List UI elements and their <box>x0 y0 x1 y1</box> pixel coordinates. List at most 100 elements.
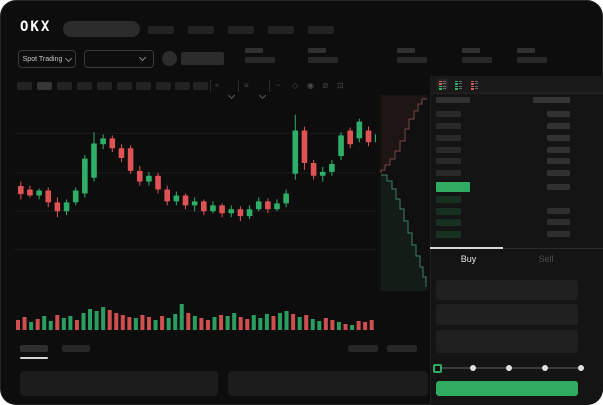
volume-bar <box>48 321 53 330</box>
slider-dot[interactable] <box>542 365 548 371</box>
chart-style-dropdown[interactable]: ≡ <box>244 81 249 90</box>
ask-row-amount[interactable] <box>547 170 570 176</box>
candle-body <box>310 162 317 176</box>
hide-drawings-icon[interactable]: ⊘ <box>322 81 329 90</box>
market-type-dropdown[interactable]: Spot Trading <box>18 50 76 68</box>
ask-row-amount[interactable] <box>547 123 570 129</box>
timeframe-chip[interactable] <box>37 82 52 90</box>
ask-row-price[interactable] <box>436 111 461 117</box>
ask-row-amount[interactable] <box>547 111 570 117</box>
candle-body <box>72 190 79 203</box>
candle-body <box>18 186 24 195</box>
volume-bar <box>160 316 165 330</box>
price-field[interactable] <box>436 280 578 300</box>
sell-tab[interactable]: Sell <box>538 254 554 264</box>
pair-dropdown[interactable] <box>84 50 154 68</box>
stripe-square <box>471 83 474 85</box>
timeframe-chip[interactable] <box>17 82 32 90</box>
bid-row-price[interactable] <box>436 196 461 203</box>
candle-body <box>210 205 216 212</box>
timeframe-chip[interactable] <box>57 82 72 90</box>
stripe-line <box>442 85 446 87</box>
volume-bar <box>192 316 197 330</box>
orderbook-view-bids-icon[interactable] <box>453 79 464 90</box>
candle-body <box>319 171 326 176</box>
bid-row-price[interactable] <box>436 219 461 226</box>
candle-body <box>155 175 161 190</box>
ask-row-price[interactable] <box>436 158 461 164</box>
slider-dot[interactable] <box>470 365 476 371</box>
bid-row-price[interactable] <box>436 208 461 215</box>
slider-dot[interactable] <box>506 365 512 371</box>
ask-row-price[interactable] <box>436 123 461 129</box>
toolbar-divider <box>238 80 239 92</box>
timeframe-chip[interactable] <box>97 82 112 90</box>
market-stat-value-placeholder <box>462 57 492 63</box>
indicators-icon[interactable]: ◇ <box>292 81 299 90</box>
ask-row-price[interactable] <box>436 147 461 153</box>
candlestick-chart[interactable] <box>14 95 376 292</box>
nav-item-placeholder[interactable] <box>228 26 254 34</box>
last-price-bar[interactable] <box>436 182 470 192</box>
stripe-line <box>458 83 462 85</box>
ask-row-amount[interactable] <box>547 147 570 153</box>
market-stat-label-placeholder <box>397 48 415 53</box>
volume-bar <box>153 320 158 330</box>
volume-bar <box>264 314 269 330</box>
ask-row-price[interactable] <box>436 170 461 176</box>
volume-pane[interactable] <box>14 299 376 332</box>
orderbook-header-amount <box>533 97 570 103</box>
nav-item-placeholder[interactable] <box>148 26 174 34</box>
timeframe-chip[interactable] <box>77 82 92 90</box>
nav-item-placeholder[interactable] <box>188 26 214 34</box>
volume-bar <box>238 317 243 330</box>
volume-bar <box>212 317 217 330</box>
timeframe-chip[interactable] <box>117 82 132 90</box>
order-entry-panel-left[interactable] <box>20 371 218 396</box>
timeframe-chip[interactable] <box>193 82 208 90</box>
interval-dropdown[interactable]: ≈ <box>215 81 220 90</box>
timeframe-chip[interactable] <box>136 82 151 90</box>
slider-dot[interactable] <box>578 365 584 371</box>
slider-handle[interactable] <box>433 364 442 373</box>
line-style-icon[interactable]: ~ <box>276 81 281 90</box>
volume-bar <box>88 309 93 330</box>
bottom-range-placeholder[interactable] <box>348 345 378 352</box>
candle-body <box>91 143 97 178</box>
chevron-down-icon[interactable] <box>227 85 236 103</box>
total-field[interactable] <box>436 330 578 353</box>
depth-chart[interactable] <box>378 95 430 291</box>
camera-icon[interactable]: ◉ <box>307 81 314 90</box>
bottom-tab-placeholder[interactable] <box>62 345 90 352</box>
candle-body <box>118 148 125 159</box>
bottom-tab-active-placeholder[interactable] <box>20 345 48 352</box>
bid-row-amount[interactable] <box>547 219 570 225</box>
order-entry-panel-right[interactable] <box>228 371 428 396</box>
nav-item-placeholder[interactable] <box>268 26 294 34</box>
volume-bar <box>68 316 73 330</box>
candle-body <box>219 205 225 214</box>
candle-body <box>136 170 143 182</box>
buy-tab[interactable]: Buy <box>460 254 477 264</box>
bid-row-amount[interactable] <box>547 231 570 237</box>
nav-item-placeholder[interactable] <box>308 26 334 34</box>
chevron-down-icon[interactable] <box>258 85 267 103</box>
bottom-range-placeholder[interactable] <box>387 345 417 352</box>
amount-field[interactable] <box>436 304 578 325</box>
stripe-line <box>458 80 462 82</box>
ask-row-price[interactable] <box>436 135 461 141</box>
market-stat-value-placeholder <box>517 57 547 63</box>
timeframe-chip[interactable] <box>156 82 171 90</box>
candle-body <box>201 201 207 212</box>
orderbook-view-asks-icon[interactable] <box>469 79 480 90</box>
orderbook-view-both-icon[interactable] <box>437 79 448 90</box>
fullscreen-icon[interactable]: ⊡ <box>337 81 344 90</box>
bid-row-price[interactable] <box>436 231 461 238</box>
ask-row-amount[interactable] <box>547 158 570 164</box>
search-input[interactable] <box>63 21 140 37</box>
orderbook-view-toggles <box>430 76 603 94</box>
buy-submit-button[interactable] <box>436 381 578 396</box>
ask-row-amount[interactable] <box>547 135 570 141</box>
bid-row-amount[interactable] <box>547 208 570 214</box>
timeframe-chip[interactable] <box>175 82 190 90</box>
